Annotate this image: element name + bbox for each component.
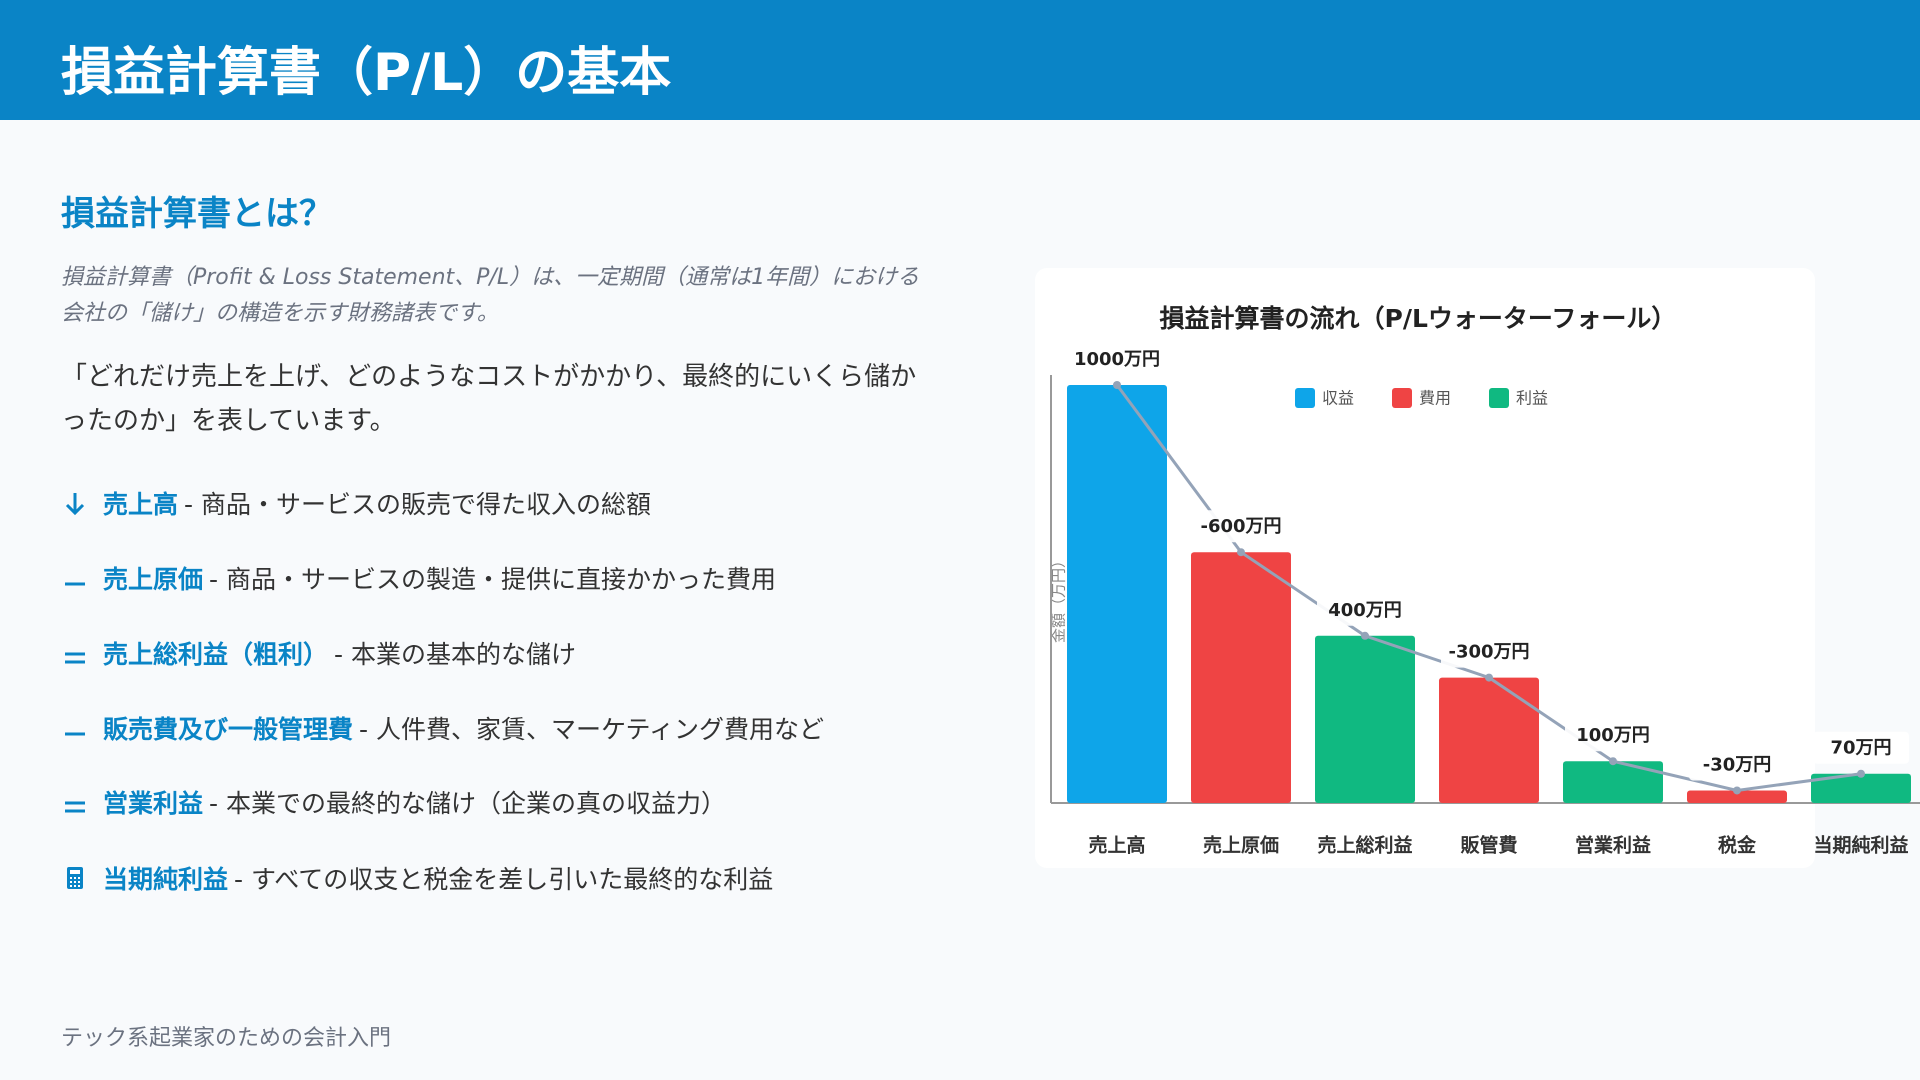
data-label-box [1565, 719, 1661, 752]
trend-point [1113, 381, 1121, 389]
bar [1191, 552, 1291, 803]
x-tick-label: 販管費 [1460, 834, 1517, 857]
data-label-box [1317, 593, 1413, 626]
list-item: 当期純利益 - すべての収支と税金を差し引いた最終的な利益 [61, 860, 773, 896]
trend-point [1485, 673, 1493, 682]
data-label-box [1813, 731, 1909, 764]
y-axis-label: 金額（万円） [1050, 553, 1068, 643]
x-tick-label: 当期純利益 [1813, 834, 1908, 857]
minus-icon [65, 582, 85, 586]
x-tick-label: 税金 [1718, 834, 1757, 857]
paragraph: 「どれだけ売上を上げ、どのようなコストがかかり、最終的にいくら儲かったのか」を表… [61, 362, 917, 436]
term: 販売費及び一般管理費 [103, 715, 354, 744]
trend-point [1237, 548, 1245, 557]
data-label: 70万円 [1830, 738, 1891, 759]
data-label-box [1193, 510, 1289, 543]
data-label: 100万円 [1576, 725, 1650, 746]
x-tick-label: 営業利益 [1575, 834, 1651, 857]
x-tick-label: 売上総利益 [1317, 834, 1412, 857]
legend-label: 費用 [1419, 389, 1451, 408]
minus-icon [65, 732, 85, 736]
data-label-box [1689, 748, 1785, 781]
equals-icon [65, 801, 85, 813]
section-heading: 損益計算書とは？ [61, 194, 333, 234]
term: 当期純利益 [103, 865, 229, 894]
data-label: 400万円 [1328, 600, 1402, 621]
header-bar [0, 0, 1920, 120]
list-item: 売上総利益（粗利） - 本業の基本的な儲け [61, 635, 576, 671]
bar [1315, 635, 1415, 803]
data-label: -30万円 [1703, 754, 1772, 775]
legend-swatch [1392, 388, 1412, 408]
data-label-box [1441, 635, 1537, 668]
bar [1563, 761, 1663, 803]
intro: 損益計算書（Profit & Loss Statement、P/L）は、一定期間… [61, 265, 920, 326]
trend-point [1609, 757, 1617, 766]
bar [1439, 677, 1539, 803]
x-tick-label: 売上高 [1088, 834, 1145, 857]
trend-point [1733, 786, 1741, 795]
calculator-icon [67, 867, 83, 889]
data-label: -300万円 [1448, 642, 1529, 663]
trend-point [1361, 631, 1369, 640]
legend-label: 利益 [1516, 389, 1548, 408]
desc: - 本業の基本的な儲け [334, 640, 576, 669]
legend-swatch [1489, 388, 1509, 408]
legend-swatch [1295, 388, 1315, 408]
bar [1067, 385, 1167, 803]
desc: - 商品・サービスの販売で得た収入の総額 [184, 490, 651, 519]
data-label-box [1069, 343, 1165, 375]
list-item: 売上高 - 商品・サービスの販売で得た収入の総額 [61, 485, 651, 521]
legend-label: 収益 [1322, 389, 1354, 408]
term: 営業利益 [103, 789, 204, 818]
list-item: 営業利益 - 本業での最終的な儲け（企業の真の収益力） [61, 784, 726, 820]
list-item: 販売費及び一般管理費 - 人件費、家賃、マーケティング費用など [61, 710, 824, 746]
page-title: 損益計算書（P/L）の基本 [61, 43, 672, 103]
desc: - すべての収支と税金を差し引いた最終的な利益 [234, 865, 774, 894]
desc: - 本業での最終的な儲け（企業の真の収益力） [209, 789, 726, 818]
data-label: -600万円 [1200, 516, 1281, 537]
list-item: 売上原価 - 商品・サービスの製造・提供に直接かかった費用 [61, 560, 776, 596]
bar [1811, 773, 1911, 803]
desc: - 人件費、家賃、マーケティング費用など [359, 715, 824, 744]
bar [1687, 790, 1787, 803]
term: 売上高 [103, 490, 179, 519]
data-label: 1000万円 [1074, 349, 1160, 370]
trend-point [1857, 769, 1865, 778]
equals-icon [65, 652, 85, 664]
arrow-icon [65, 493, 85, 516]
term: 売上総利益（粗利） [103, 640, 329, 669]
term: 売上原価 [103, 565, 204, 594]
chart-title: 損益計算書の流れ（P/Lウォーターフォール） [1160, 304, 1677, 333]
x-tick-label: 売上原価 [1203, 834, 1279, 857]
footer: テック系起業家のための会計入門 [61, 1026, 392, 1051]
desc: - 商品・サービスの製造・提供に直接かかった費用 [209, 565, 776, 594]
